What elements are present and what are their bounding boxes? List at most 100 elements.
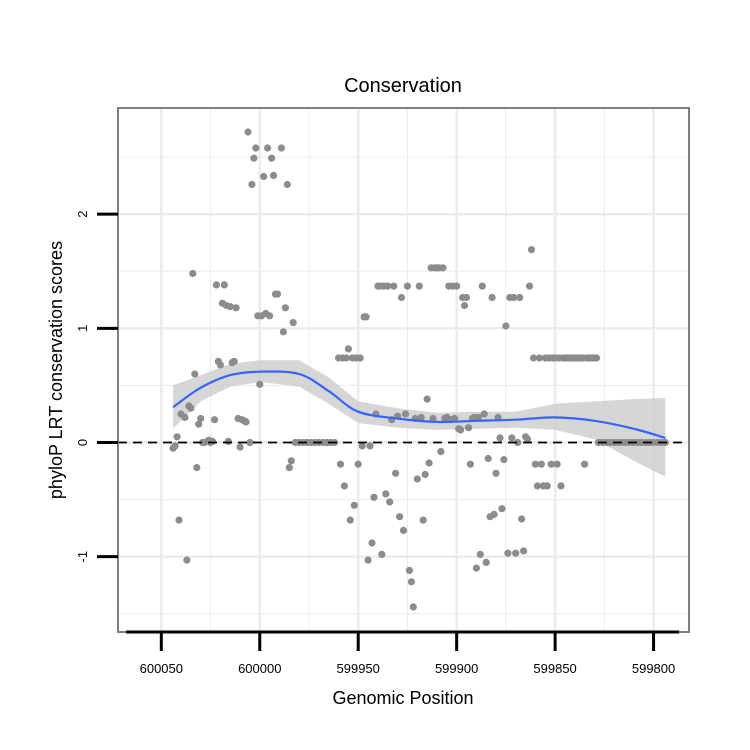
data-point: [498, 505, 506, 513]
y-tick-label: -1: [75, 551, 90, 563]
data-point: [514, 438, 522, 447]
data-point: [437, 448, 445, 456]
data-point: [500, 456, 508, 464]
data-point: [425, 459, 433, 467]
data-point: [191, 370, 199, 378]
data-point: [490, 510, 498, 518]
data-point: [480, 410, 488, 418]
data-point: [423, 395, 431, 403]
data-point: [289, 319, 297, 327]
data-point: [484, 454, 492, 463]
data-point: [277, 144, 285, 152]
data-point: [508, 434, 516, 442]
data-point: [527, 246, 536, 254]
data-point: [268, 154, 276, 162]
data-point: [212, 281, 220, 289]
data-point: [512, 549, 520, 557]
data-point: [224, 437, 232, 445]
x-tick-label: 600050: [140, 661, 183, 676]
data-point: [496, 434, 504, 442]
data-point: [535, 354, 544, 362]
data-point: [533, 482, 542, 490]
y-axis-title: phyloP LRT conservation scores: [46, 241, 66, 499]
data-point: [342, 354, 350, 362]
data-point: [403, 282, 411, 290]
data-point: [399, 526, 408, 535]
data-point: [382, 490, 390, 498]
x-tick-label: 600000: [238, 661, 281, 676]
data-point: [358, 442, 366, 450]
data-point: [392, 469, 400, 477]
data-point: [195, 420, 203, 428]
data-point: [531, 460, 540, 468]
data-point: [439, 264, 447, 272]
data-point: [478, 282, 486, 290]
data-point: [220, 281, 228, 289]
data-point: [502, 322, 510, 330]
data-point: [523, 435, 532, 443]
data-point: [230, 357, 238, 365]
data-point: [396, 513, 404, 521]
data-point: [518, 515, 526, 523]
data-point: [248, 180, 256, 189]
data-point: [183, 556, 191, 564]
x-tick-label: 599900: [435, 661, 478, 676]
data-point: [193, 464, 201, 472]
data-point: [364, 556, 372, 564]
data-point: [287, 457, 295, 465]
data-point: [520, 547, 528, 555]
data-point: [187, 404, 195, 412]
data-point: [466, 460, 474, 468]
y-tick-label: 1: [75, 325, 90, 332]
data-point: [244, 128, 252, 136]
data-point: [252, 144, 260, 152]
data-point: [279, 328, 287, 336]
x-tick-label: 599850: [533, 661, 576, 676]
data-point: [208, 437, 217, 445]
data-point: [386, 498, 394, 506]
data-point: [356, 354, 364, 362]
data-point: [336, 460, 345, 468]
x-axis-title: Genomic Position: [332, 688, 473, 708]
data-point: [366, 442, 374, 450]
data-point: [397, 293, 406, 302]
data-point: [189, 269, 197, 278]
data-point: [378, 550, 386, 559]
data-point: [362, 313, 370, 321]
data-point: [429, 414, 437, 423]
chart-title: Conservation: [344, 75, 462, 97]
data-point: [476, 550, 484, 559]
data-point: [457, 426, 465, 434]
data-point: [492, 469, 500, 477]
data-points: [169, 128, 670, 611]
y-tick-label: 2: [75, 211, 90, 218]
data-point: [354, 460, 362, 468]
data-point: [407, 578, 415, 586]
data-point: [283, 180, 291, 189]
data-point: [488, 293, 496, 302]
data-point: [553, 460, 561, 468]
data-point: [516, 293, 524, 302]
data-point: [464, 424, 473, 432]
data-point: [281, 304, 289, 312]
data-point: [350, 501, 358, 509]
data-point: [197, 414, 205, 423]
data-point: [269, 171, 278, 179]
data-point: [368, 539, 376, 547]
data-point: [171, 442, 179, 450]
data-point: [264, 144, 272, 152]
data-point: [592, 354, 601, 362]
data-point: [226, 303, 234, 311]
data-point: [210, 416, 219, 424]
data-point: [413, 475, 421, 483]
data-point: [256, 380, 264, 388]
data-point: [401, 410, 410, 418]
data-point: [370, 493, 378, 501]
data-point: [273, 290, 282, 298]
data-point: [472, 564, 480, 572]
data-point: [236, 443, 244, 451]
data-point: [525, 282, 534, 290]
data-point: [390, 282, 398, 290]
data-point: [510, 293, 518, 302]
